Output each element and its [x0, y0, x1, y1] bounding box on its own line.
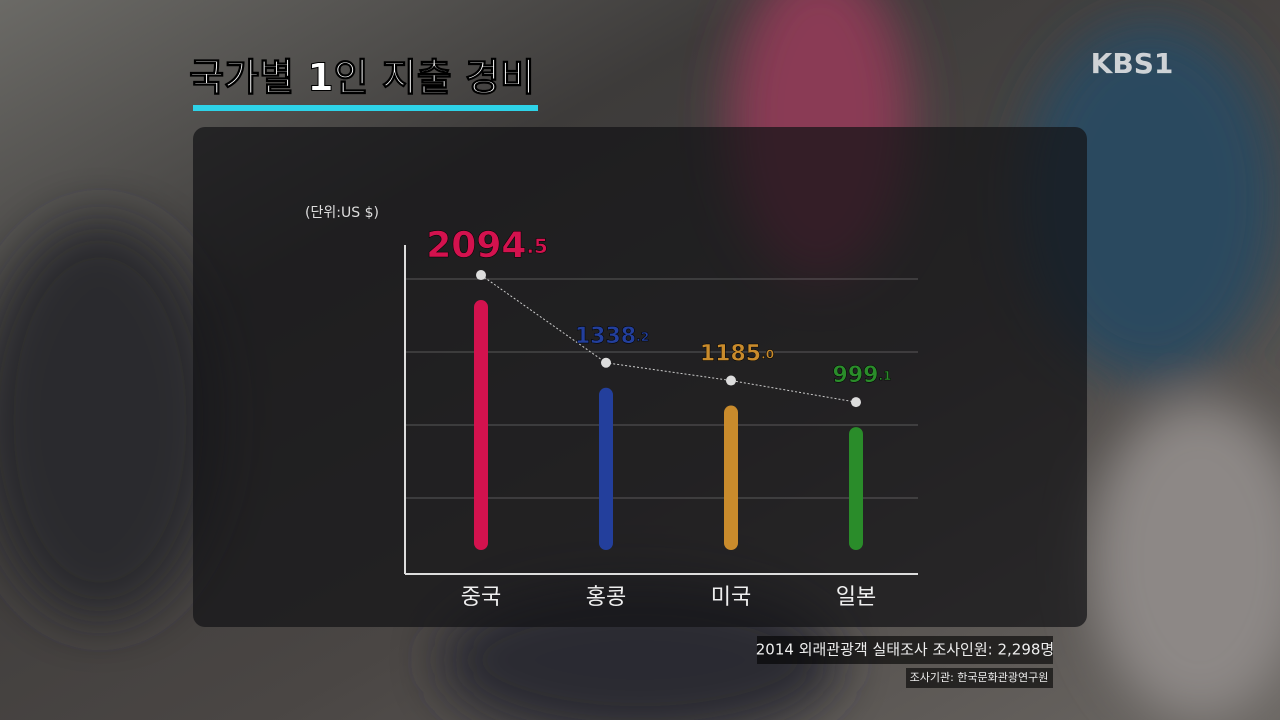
title-underline	[193, 105, 538, 111]
channel-logo: KBS1	[1091, 47, 1174, 80]
bar	[599, 387, 613, 550]
x-tick-label: 중국	[461, 585, 501, 610]
bar	[849, 427, 863, 550]
bar	[724, 405, 738, 550]
value-label: 1185.0	[700, 342, 774, 367]
value-label: 1338.2	[575, 324, 649, 349]
value-int: 2094	[426, 225, 526, 266]
agency-text: 조사기관: 한국문화관광연구원	[910, 671, 1049, 684]
value-dec: .5	[526, 235, 547, 258]
x-tick-label: 일본	[836, 585, 876, 610]
x-tick-label: 홍콩	[586, 585, 626, 610]
trend-line	[480, 274, 857, 403]
trend-dot	[726, 375, 736, 386]
chart-panel	[193, 127, 1087, 627]
source-text: 2014 외래관광객 실태조사 조사인원: 2,298명	[756, 641, 1054, 659]
value-label: 2094.5	[426, 225, 547, 266]
value-dec: .2	[636, 329, 649, 343]
value-int: 999	[833, 363, 879, 388]
value-int: 1185	[700, 342, 761, 367]
agency-box	[906, 668, 1053, 688]
grid	[405, 278, 918, 499]
value-label: 999.1	[833, 363, 892, 388]
value-int: 1338	[575, 324, 636, 349]
source-box	[757, 636, 1053, 664]
value-dec: .0	[761, 347, 774, 361]
trend-dot	[476, 270, 486, 281]
value-dec: .1	[878, 369, 891, 383]
trend-dot	[851, 397, 861, 408]
unit-label: (단위:US $)	[305, 205, 379, 221]
chart-title: 국가별 1인 지출 경비	[189, 56, 535, 100]
trend-dot	[601, 357, 611, 368]
bar	[474, 300, 488, 550]
x-tick-label: 미국	[711, 585, 751, 610]
